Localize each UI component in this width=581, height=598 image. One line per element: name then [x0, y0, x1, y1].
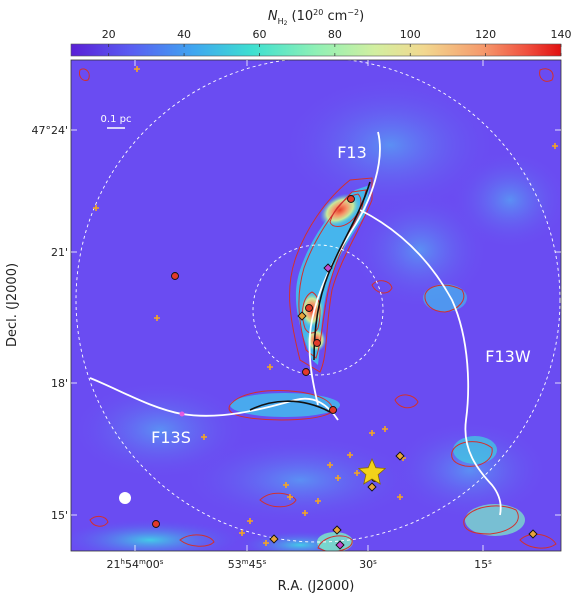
filament-f13w-curve [359, 209, 502, 516]
scalebar-label: 0.1 pc [101, 114, 132, 125]
colorbar-tick-label: 40 [177, 28, 191, 41]
label-f13w: F13W [485, 347, 531, 366]
filament-f13s-curve [89, 377, 339, 421]
x-tick-label: 53m45s [228, 558, 267, 571]
plot-frame [70, 59, 562, 552]
colorbar-label: NH2 (1020 cm−2) [268, 8, 364, 27]
colorbar-ticks: 20 40 60 80 100 120 140 [102, 28, 572, 56]
y-tick-label: 18' [51, 377, 68, 390]
y-tick-labels: 47°24' 21' 18' 15' [31, 124, 68, 522]
y-axis-label: Decl. (J2000) [5, 263, 20, 347]
x-axis-label: R.A. (J2000) [278, 579, 355, 594]
axis-ticks [71, 60, 561, 551]
x-tick-label: 30s [359, 558, 377, 571]
large-dashed-circle [75, 60, 561, 543]
y-tick-label: 47°24' [31, 124, 68, 137]
colorbar-tick-label: 20 [102, 28, 116, 41]
colorbar-tick-label: 100 [400, 28, 421, 41]
colorbar: NH2 (1020 cm−2) 20 40 60 80 100 120 140 [70, 8, 572, 57]
spine-f13s [249, 400, 331, 413]
small-dashed-circle [252, 244, 384, 376]
prestellar-diamonds [269, 263, 538, 550]
yso-crosses [93, 66, 558, 546]
x-tick-label: 15s [474, 558, 492, 571]
colorbar-tick-label: 140 [551, 28, 572, 41]
colorbar-tick-label: 80 [328, 28, 342, 41]
x-tick-label: 21h54m00s [107, 558, 164, 571]
spine-f13 [313, 181, 371, 361]
colorbar-tick-label: 60 [252, 28, 266, 41]
beam-circle [119, 492, 131, 504]
colorbar-tick-label: 120 [475, 28, 496, 41]
column-density-map: 0.1 pc F13 F13W F13S [71, 60, 561, 551]
x-tick-labels: 21h54m00s 53m45s 30s 15s [107, 558, 493, 571]
y-tick-label: 21' [51, 246, 68, 259]
star-icon [357, 458, 387, 485]
label-f13s: F13S [151, 428, 191, 447]
label-f13: F13 [337, 143, 367, 162]
f13s-marker [179, 411, 185, 417]
y-tick-label: 15' [51, 509, 68, 522]
colorbar-gradient [70, 43, 562, 57]
